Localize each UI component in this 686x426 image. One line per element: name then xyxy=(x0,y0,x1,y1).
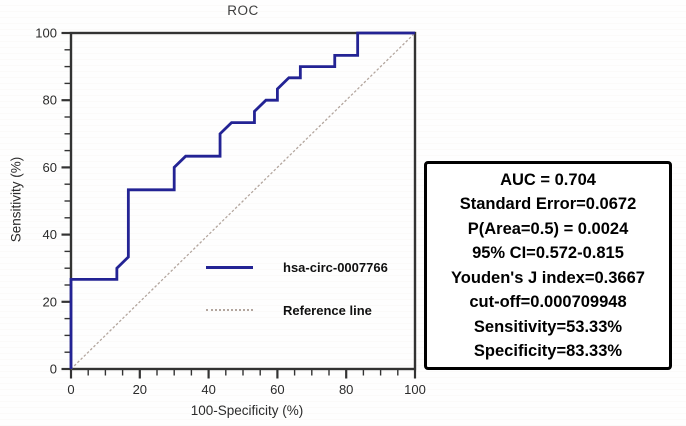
legend-item-reference: Reference line xyxy=(206,299,388,321)
x-tick-label: 20 xyxy=(133,382,147,397)
stats-box: AUC = 0.704 Standard Error=0.0672 P(Area… xyxy=(424,161,672,370)
stats-line-sensitivity: Sensitivity=53.33% xyxy=(473,317,623,336)
y-tick-label: 100 xyxy=(35,26,57,41)
solid-line-swatch xyxy=(206,265,253,269)
stats-line-auc: AUC = 0.704 xyxy=(500,170,596,189)
y-tick-label: 80 xyxy=(43,93,57,108)
reference-line xyxy=(70,32,416,370)
legend: hsa-circ-0007766 Reference line xyxy=(206,256,388,342)
stats-line-ci: 95% CI=0.572-0.815 xyxy=(472,244,624,262)
y-axis-label: Sensitivity (%) xyxy=(8,156,24,243)
dotted-line-swatch xyxy=(206,309,253,311)
legend-item-series: hsa-circ-0007766 xyxy=(206,256,388,278)
y-tick-label: 0 xyxy=(50,362,57,377)
x-tick-label: 60 xyxy=(270,382,284,397)
legend-label-reference: Reference line xyxy=(283,302,372,318)
x-axis-label: 100-Specificity (%) xyxy=(190,403,304,418)
x-tick-label: 0 xyxy=(67,382,74,397)
x-tick-label: 100 xyxy=(404,382,426,397)
roc-curve xyxy=(69,31,415,369)
x-tick-label: 80 xyxy=(339,382,353,397)
legend-label-series: hsa-circ-0007766 xyxy=(283,259,388,275)
stats-line-specificity: Specificity=83.33% xyxy=(473,342,623,360)
y-tick-label: 20 xyxy=(43,294,57,309)
chart-title: ROC xyxy=(227,3,259,18)
y-tick-label: 60 xyxy=(43,160,57,175)
stats-line-p-area: P(Area=0.5) = 0.0024 xyxy=(467,219,629,238)
y-tick-label: 40 xyxy=(43,227,57,242)
stats-line-standard-error: Standard Error=0.0672 xyxy=(459,195,637,213)
plot-frame xyxy=(69,31,417,371)
stats-line-youden: Youden's J index=0.3667 xyxy=(451,268,645,287)
stats-line-cutoff: cut-off=0.000709948 xyxy=(469,293,627,311)
x-tick-label: 40 xyxy=(201,382,215,397)
